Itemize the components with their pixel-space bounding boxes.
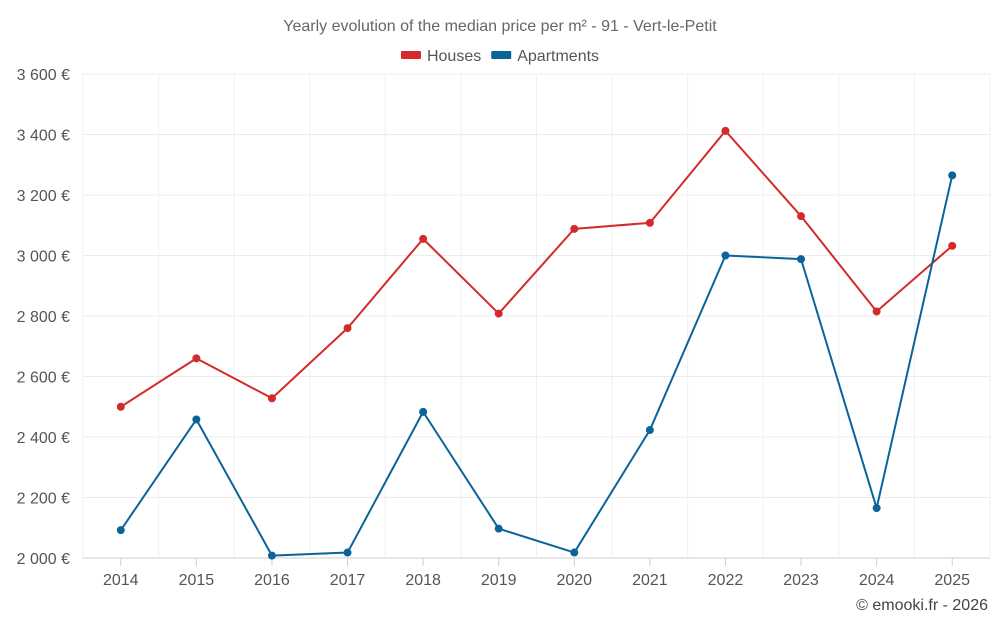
x-tick-label: 2024	[859, 572, 895, 589]
x-tick-label: 2014	[103, 572, 139, 589]
legend-label: Houses	[427, 48, 481, 65]
data-point-houses[interactable]	[948, 241, 957, 250]
x-tick-label: 2018	[405, 572, 441, 589]
data-point-houses[interactable]	[872, 307, 881, 316]
data-point-houses[interactable]	[343, 324, 352, 333]
series-line-houses	[120, 129, 953, 408]
credit: © emooki.fr - 2026	[856, 597, 988, 614]
data-point-apartments[interactable]	[645, 426, 654, 435]
data-point-houses[interactable]	[116, 402, 125, 411]
x-axis: 2014 2015 2016 2017 2018 2019 2020 2021 2022 2023…	[83, 557, 990, 589]
data-point-houses[interactable]	[645, 218, 654, 227]
y-tick-label: 3 200 €	[17, 188, 70, 205]
y-tick-label: 3 000 €	[17, 249, 70, 266]
data-point-apartments[interactable]	[116, 526, 125, 535]
data-point-houses[interactable]	[570, 224, 579, 233]
legend-item-houses[interactable]: Houses	[400, 48, 481, 65]
x-tick-label: 2020	[556, 572, 592, 589]
x-tick-label: 2016	[254, 572, 290, 589]
data-point-apartments[interactable]	[419, 407, 428, 416]
x-tick-label: 2017	[330, 572, 366, 589]
legend-swatch	[491, 51, 512, 59]
grid	[82, 73, 991, 559]
series-group	[116, 126, 957, 560]
legend-item-apartments[interactable]: Apartments	[491, 48, 599, 65]
data-point-apartments[interactable]	[721, 251, 730, 260]
x-tick-label: 2015	[179, 572, 215, 589]
x-tick-label: 2021	[632, 572, 668, 589]
chart-title: Yearly evolution of the median price per…	[283, 18, 717, 35]
y-tick-label: 2 800 €	[17, 309, 70, 326]
data-point-apartments[interactable]	[192, 415, 201, 424]
data-point-houses[interactable]	[494, 309, 503, 318]
x-tick-label: 2022	[708, 572, 744, 589]
x-tick-label: 2025	[934, 572, 970, 589]
data-point-apartments[interactable]	[872, 504, 881, 513]
y-tick-label: 2 200 €	[17, 491, 70, 508]
data-point-apartments[interactable]	[948, 171, 957, 180]
y-axis: 2 000 € 2 200 € 2 400 € 2 600 € 2 800 € 3 000…	[17, 67, 70, 568]
legend[interactable]: Houses Apartments	[400, 48, 599, 65]
x-tick-label: 2019	[481, 572, 517, 589]
y-tick-label: 2 600 €	[17, 370, 70, 387]
data-point-houses[interactable]	[721, 126, 730, 135]
y-tick-label: 2 400 €	[17, 430, 70, 447]
y-tick-label: 3 400 €	[17, 128, 70, 145]
data-point-houses[interactable]	[267, 394, 276, 403]
legend-label: Apartments	[517, 48, 599, 65]
legend-swatch	[400, 51, 421, 59]
y-tick-label: 2 000 €	[17, 551, 70, 568]
series-line-apartments	[119, 175, 954, 557]
data-point-apartments[interactable]	[797, 255, 806, 264]
data-point-houses[interactable]	[797, 212, 806, 221]
data-point-houses[interactable]	[419, 234, 428, 243]
y-tick-label: 3 600 €	[17, 67, 70, 84]
data-point-apartments[interactable]	[267, 551, 276, 560]
x-tick-label: 2023	[783, 572, 819, 589]
data-point-apartments[interactable]	[570, 548, 579, 557]
data-point-houses[interactable]	[192, 354, 201, 363]
data-point-apartments[interactable]	[494, 524, 503, 533]
data-point-apartments[interactable]	[343, 548, 352, 557]
